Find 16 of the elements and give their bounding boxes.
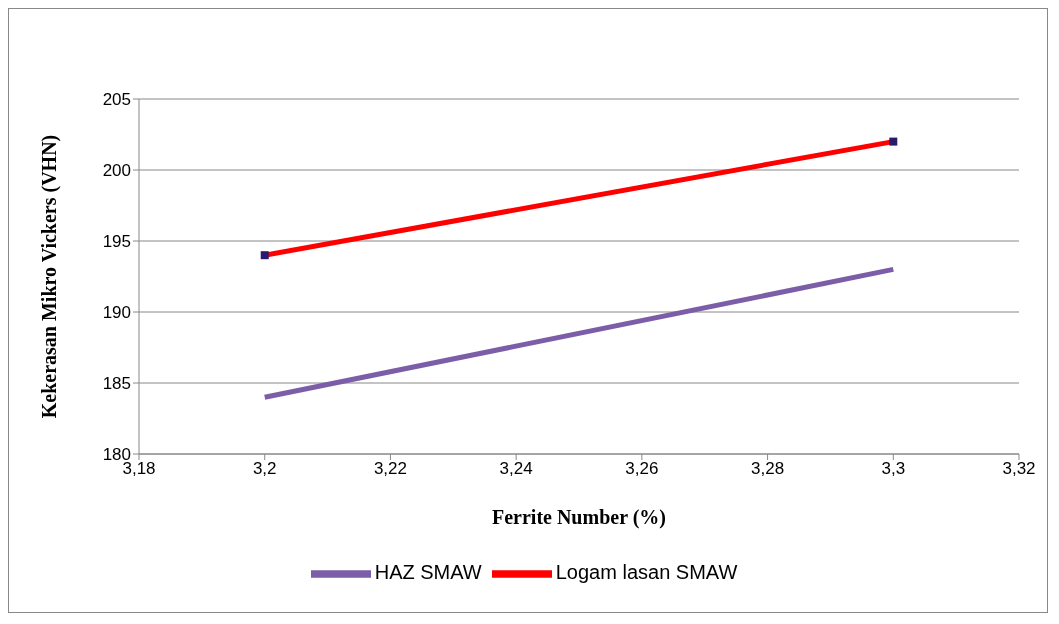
x-tick-label: 3,3	[881, 459, 906, 479]
x-tick-label: 3,22	[373, 459, 407, 479]
y-tick-label: 190	[102, 303, 131, 323]
y-tick-label: 205	[102, 90, 131, 110]
x-tick-label: 3,24	[499, 459, 533, 479]
x-tick-label: 3,28	[751, 459, 785, 479]
legend-label: HAZ SMAW	[374, 561, 482, 584]
x-tick-label: 3,26	[625, 459, 659, 479]
x-tick-label: 3,2	[252, 459, 277, 479]
y-tick-label: 195	[102, 232, 131, 252]
x-axis-title: Ferrite Number (%)	[491, 506, 667, 529]
y-tick-label: 200	[102, 161, 131, 181]
y-axis-title: Kekerasan Mikro Vickers (VHN)	[38, 134, 62, 419]
legend-label: Logam lasan SMAW	[555, 561, 738, 584]
x-tick-label: 3,32	[1002, 459, 1036, 479]
y-tick-label: 185	[102, 374, 131, 394]
